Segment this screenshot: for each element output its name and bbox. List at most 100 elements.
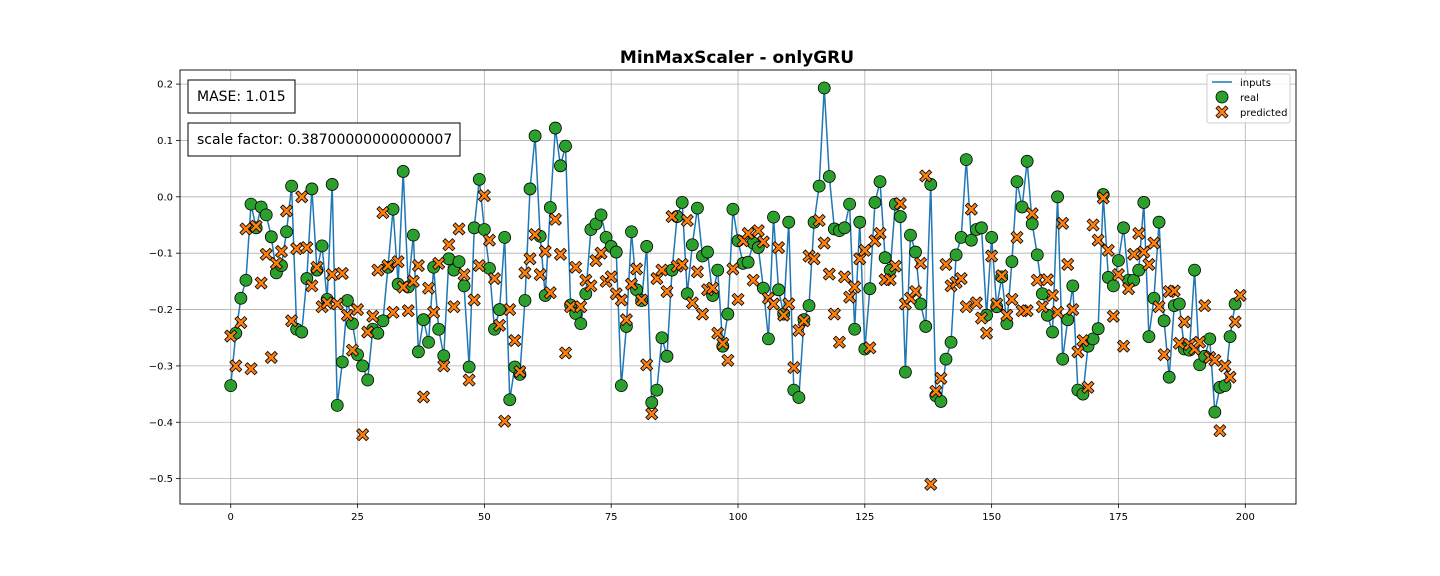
real-point [1162,370,1176,384]
real-point [356,359,370,373]
predicted-point [787,361,801,375]
real-point [1132,263,1146,277]
real-point [594,208,608,222]
predicted-point [518,266,532,280]
predicted-point [817,236,831,250]
predicted-point [1010,230,1024,244]
real-point [1046,325,1059,339]
real-point [280,225,293,239]
predicted-point [883,273,897,287]
predicted-point [503,302,517,317]
real-point [574,317,588,331]
predicted-point [1198,299,1212,313]
real-point [660,349,674,363]
predicted-point [619,313,633,327]
predicted-point [229,359,243,373]
predicted-point [421,281,436,295]
y-tick-label: 0.0 [157,192,173,203]
predicted-point [254,276,268,290]
predicted-point [553,247,568,261]
real-point [1005,255,1019,269]
predicted-point [533,268,547,282]
x-tick-label: 125 [855,512,874,523]
predicted-point [416,390,431,404]
real-point [523,182,537,196]
predicted-point [974,311,989,325]
predicted-point [310,260,324,274]
predicted-point [1066,302,1080,317]
predicted-point [1086,218,1100,232]
predicted-point [574,300,588,314]
predicted-point [1056,216,1070,230]
real-point [1137,196,1151,209]
predicted-point [264,350,278,365]
real-point [305,182,319,196]
predicted-point [863,341,877,355]
real-point [909,245,922,259]
real-point [518,294,532,307]
predicted-point [969,296,983,310]
real-point [701,245,714,259]
predicted-point [548,212,562,226]
predicted-point [234,315,248,330]
real-point [645,396,659,409]
real-point [412,345,425,359]
predicted-point [848,280,862,294]
predicted-point [330,297,344,311]
predicted-point [853,252,867,266]
real-point [675,196,689,209]
predicted-point [1035,300,1049,314]
predicted-point [614,293,628,307]
real-point [691,201,704,215]
real-point [625,225,638,239]
predicted-point [569,260,583,274]
predicted-point [401,304,415,318]
real-point [406,228,420,242]
predicted-point [1025,207,1039,221]
y-tick-label: −0.5 [149,474,173,485]
predicted-point [1233,288,1247,303]
predicted-point [335,266,349,281]
predicted-point [731,292,745,306]
predicted-point [1005,292,1019,306]
predicted-point [1167,284,1181,298]
real-point [325,178,339,191]
real-point [1025,217,1039,231]
real-point [985,230,999,244]
real-point [863,282,877,296]
x-tick-label: 75 [605,512,618,523]
real-point [1051,190,1064,204]
predicted-point [822,267,836,281]
real-point [899,365,912,379]
predicted-point [624,277,639,291]
real-point [944,335,958,349]
real-point [853,215,867,229]
predicted-point [995,269,1009,283]
real-point [528,129,542,143]
predicted-point [1193,335,1207,349]
real-point [330,398,344,412]
real-point [1223,330,1237,344]
predicted-point [751,224,765,238]
predicted-point [1213,424,1227,438]
real-point [477,223,491,236]
real-point [614,379,628,393]
predicted-point [777,308,791,322]
predicted-point [766,297,781,311]
y-tick-label: −0.3 [149,361,173,372]
predicted-point [472,259,486,273]
predicted-point [1076,333,1090,348]
predicted-point [914,256,928,270]
predicted-point [604,270,618,284]
x-tick-label: 150 [982,512,1001,523]
real-point [685,238,699,252]
predicted-point [594,246,608,260]
predicted-point [523,252,537,266]
predicted-point [340,308,354,322]
real-point [772,283,785,297]
predicted-point [437,359,451,373]
predicted-point [1132,226,1146,241]
predicted-point [279,204,294,218]
real-point [1172,297,1186,311]
real-point [817,81,831,95]
